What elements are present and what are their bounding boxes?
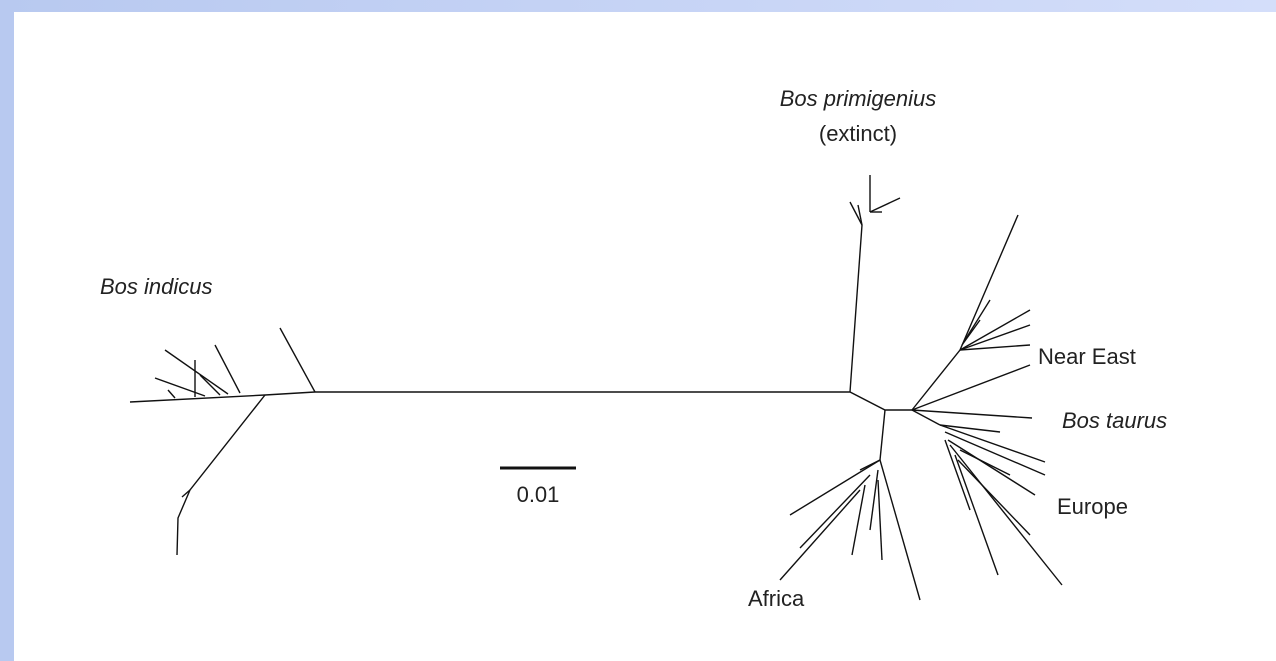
clade-note: (extinct) — [819, 121, 897, 146]
tree-branches — [129, 175, 1063, 601]
clade-label: Bos indicus — [100, 274, 213, 299]
clade-label: Bos taurus — [1062, 408, 1167, 433]
scale-label: 0.01 — [517, 482, 560, 507]
background-panel — [14, 12, 1276, 661]
region-label: Near East — [1038, 344, 1136, 369]
clade-label: Bos primigenius — [780, 86, 937, 111]
region-label: Europe — [1057, 494, 1128, 519]
region-label: Africa — [748, 586, 805, 611]
